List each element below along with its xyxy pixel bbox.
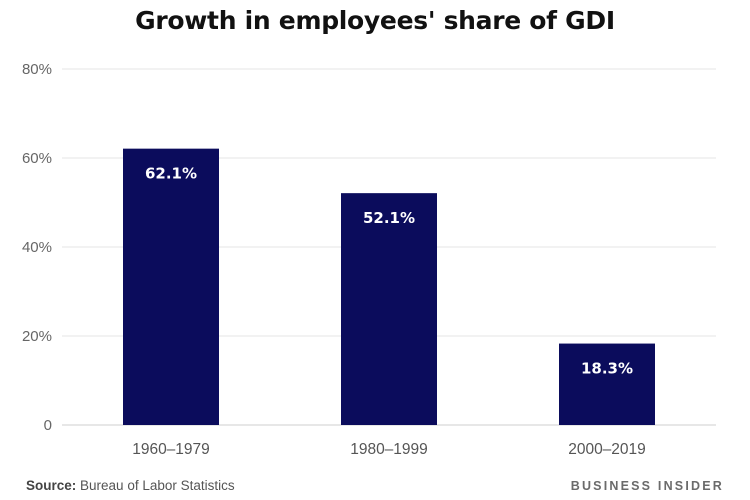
- x-tick-label: 1980–1999: [350, 441, 428, 458]
- x-tick-label: 2000–2019: [568, 441, 646, 458]
- source-note: Source: Bureau of Labor Statistics: [26, 478, 235, 493]
- bar-value-label: 62.1%: [145, 165, 197, 183]
- y-tick-label: 20%: [22, 328, 52, 345]
- y-tick-label: 0: [44, 417, 52, 434]
- bar: [559, 343, 655, 425]
- brand-logo-text: BUSINESS INSIDER: [570, 479, 724, 493]
- bar: [341, 193, 437, 425]
- y-tick-label: 60%: [22, 150, 52, 167]
- bar-value-label: 18.3%: [581, 360, 633, 378]
- bars: 62.1% 52.1% 18.3%: [123, 148, 655, 425]
- y-tick-label: 40%: [22, 239, 52, 256]
- x-axis-ticks: 1960–1979 1980–1999 2000–2019: [132, 441, 646, 458]
- bar: [123, 148, 219, 425]
- x-tick-label: 1960–1979: [132, 441, 210, 458]
- chart-title: Growth in employees' share of GDI: [135, 6, 615, 35]
- y-tick-label: 80%: [22, 61, 52, 78]
- source-label: Source:: [26, 478, 77, 493]
- bar-value-label: 52.1%: [363, 209, 415, 227]
- source-text: Bureau of Labor Statistics: [80, 478, 235, 493]
- y-axis-ticks: 0 20% 40% 60% 80%: [22, 61, 52, 434]
- bar-chart: 020%40%60%80% 62.1%52.1%18.3% 1960–1979 1…: [22, 61, 716, 458]
